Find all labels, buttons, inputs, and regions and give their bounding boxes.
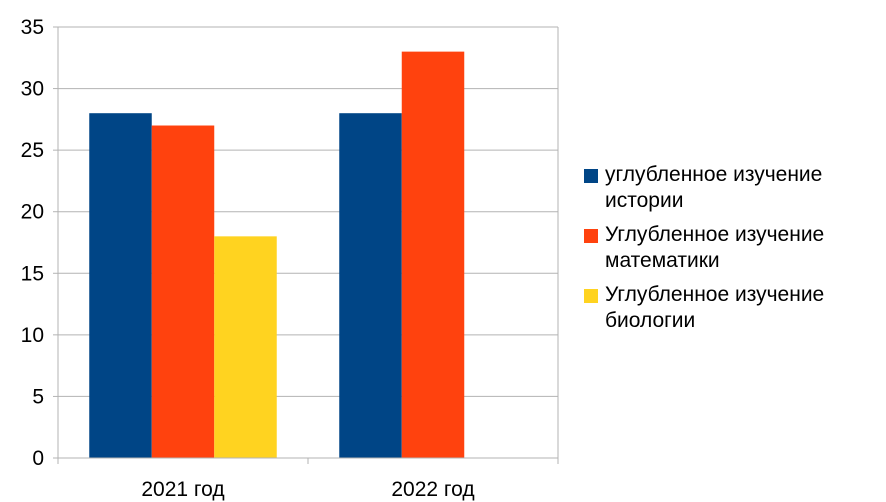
y-tick-label: 30 bbox=[21, 78, 44, 101]
y-tick-labels: 0 5 10 15 20 25 30 35 bbox=[21, 16, 44, 470]
bars bbox=[89, 51, 465, 458]
y-tick-label: 0 bbox=[32, 447, 44, 470]
legend-item-history: углубленное изучение истории bbox=[584, 162, 884, 214]
x-tick-label: 2021 год bbox=[141, 478, 224, 501]
axes bbox=[53, 26, 559, 464]
y-tick-label: 10 bbox=[21, 324, 44, 347]
bar bbox=[151, 125, 215, 458]
legend-label: Углубленное изучение биологии bbox=[605, 283, 825, 332]
legend-swatch bbox=[584, 289, 598, 303]
bar bbox=[89, 113, 152, 458]
legend-label: Углубленное изучение математики bbox=[605, 223, 825, 272]
legend-item-biology: Углубленное изучение биологии bbox=[584, 282, 884, 334]
y-tick-label: 20 bbox=[21, 201, 44, 224]
legend-swatch bbox=[584, 169, 598, 183]
y-tick-label: 5 bbox=[32, 385, 44, 408]
y-tick-label: 35 bbox=[21, 16, 44, 39]
y-tick-label: 15 bbox=[21, 262, 44, 285]
x-tick-labels: 2021 год 2022 год bbox=[141, 478, 474, 501]
legend-item-math: Углубленное изучение математики bbox=[584, 222, 884, 274]
legend-swatch bbox=[584, 229, 598, 243]
legend-label: углубленное изучение истории bbox=[605, 163, 823, 212]
bar bbox=[214, 236, 277, 458]
x-tick-label: 2022 год bbox=[391, 478, 474, 501]
y-tick-label: 25 bbox=[21, 139, 44, 162]
legend: углубленное изучение истории Углубленное… bbox=[584, 162, 884, 342]
bar bbox=[401, 51, 465, 458]
bar bbox=[339, 113, 402, 458]
